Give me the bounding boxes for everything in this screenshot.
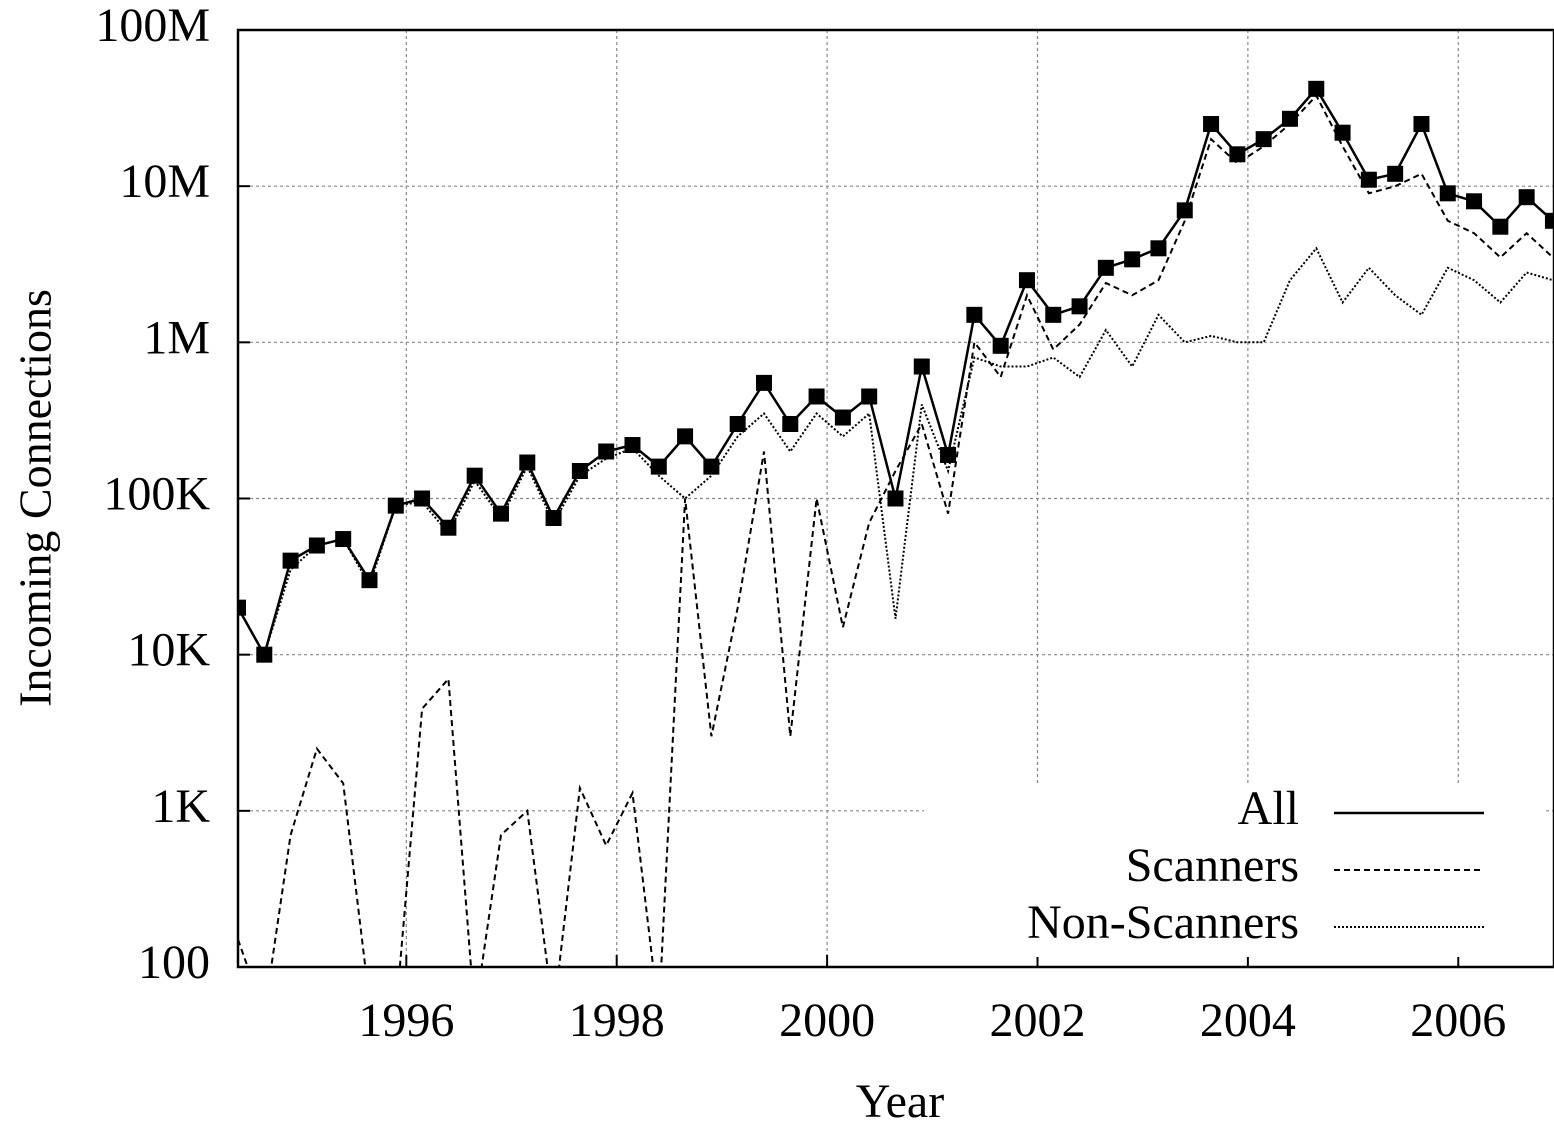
y-tick-label: 100	[138, 936, 210, 989]
marker	[571, 463, 588, 480]
legend-label: All	[1238, 782, 1299, 835]
marker	[834, 409, 851, 426]
marker	[1413, 116, 1430, 133]
x-tick-label: 2006	[1410, 994, 1506, 1047]
marker	[1360, 171, 1377, 188]
marker	[466, 467, 483, 484]
marker	[913, 358, 930, 375]
marker	[1466, 193, 1483, 210]
marker	[1255, 131, 1272, 148]
x-axis-label: Year	[856, 1075, 944, 1128]
marker	[940, 446, 957, 463]
marker	[1308, 80, 1325, 97]
marker	[1492, 218, 1509, 235]
plot-area	[238, 80, 1554, 967]
y-tick-label: 1K	[151, 780, 210, 833]
marker	[361, 572, 378, 589]
marker	[808, 388, 825, 405]
marker	[861, 388, 878, 405]
marker	[1203, 116, 1220, 133]
marker	[1281, 110, 1298, 127]
x-tick-label: 2000	[779, 994, 875, 1047]
marker	[598, 443, 615, 460]
x-tick-label: 2002	[989, 994, 1085, 1047]
marker	[308, 537, 325, 554]
y-axis-label: Incoming Connections	[10, 289, 61, 707]
x-tick-label: 1998	[569, 994, 665, 1047]
marker	[1518, 189, 1535, 206]
x-tick-label: 2004	[1200, 994, 1296, 1047]
marker	[650, 458, 667, 475]
marker	[624, 437, 641, 454]
y-tick-label: 100K	[103, 468, 210, 521]
marker	[755, 374, 772, 391]
marker	[729, 415, 746, 432]
marker	[414, 490, 431, 507]
marker	[1124, 251, 1141, 268]
legend-label: Scanners	[1126, 839, 1299, 892]
marker	[1387, 165, 1404, 182]
marker	[782, 415, 799, 432]
marker	[545, 510, 562, 527]
y-tick-label: 1M	[143, 311, 210, 364]
marker	[1150, 240, 1167, 257]
series-line	[238, 246, 1554, 658]
marker	[1544, 212, 1554, 229]
marker	[1334, 124, 1351, 141]
series-line	[238, 86, 1554, 658]
y-tick-label: 10M	[119, 155, 210, 208]
marker	[238, 599, 246, 616]
marker	[887, 490, 904, 507]
marker	[519, 454, 536, 471]
y-tick-label: 10K	[127, 624, 210, 677]
marker	[1071, 298, 1088, 315]
marker	[440, 519, 457, 536]
marker	[966, 306, 983, 323]
series-line	[238, 93, 1554, 967]
marker	[1018, 272, 1035, 289]
marker	[677, 428, 694, 445]
marker	[1045, 306, 1062, 323]
marker	[1097, 259, 1114, 276]
plot-frame	[236, 28, 1554, 969]
legend-label: Non-Scanners	[1027, 896, 1299, 949]
marker	[492, 505, 509, 522]
x-tick-label: 1996	[358, 994, 454, 1047]
marker	[282, 552, 299, 569]
marker	[1439, 185, 1456, 202]
marker	[992, 337, 1009, 354]
y-tick-label: 100M	[95, 0, 210, 52]
